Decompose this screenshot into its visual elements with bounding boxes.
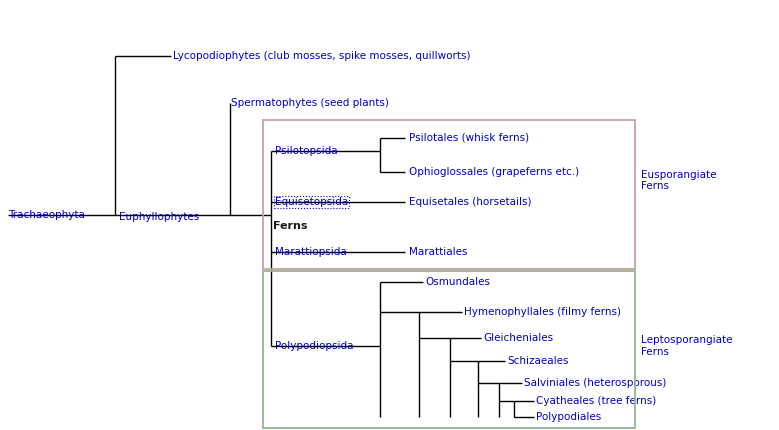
Text: Spermatophytes (seed plants): Spermatophytes (seed plants) [231,98,390,108]
Text: Ophioglossales (grapeferns etc.): Ophioglossales (grapeferns etc.) [409,167,579,177]
Text: Psilotales (whisk ferns): Psilotales (whisk ferns) [409,132,529,143]
Text: Equisetales (horsetails): Equisetales (horsetails) [409,197,531,207]
Text: Marattiales: Marattiales [409,246,467,257]
Text: Schizaeales: Schizaeales [507,356,569,366]
Text: Trachaeophyta: Trachaeophyta [8,210,85,220]
Text: Polypodiales: Polypodiales [536,412,601,422]
Text: Gleicheniales: Gleicheniales [484,332,554,343]
Text: Cyatheales (tree ferns): Cyatheales (tree ferns) [536,396,656,406]
Text: Salviniales (heterosporous): Salviniales (heterosporous) [524,378,667,388]
Text: Ferns: Ferns [273,221,307,231]
Text: Eusporangiate
Ferns: Eusporangiate Ferns [641,170,717,191]
Text: Leptosporangiate
Ferns: Leptosporangiate Ferns [641,335,732,357]
Text: Euphyllophytes: Euphyllophytes [119,212,199,222]
Text: Osmundales: Osmundales [425,276,490,287]
Text: Polypodiopsida: Polypodiopsida [275,341,354,351]
Text: Lycopodiophytes (club mosses, spike mosses, quillworts): Lycopodiophytes (club mosses, spike moss… [173,51,471,61]
Bar [263,120,635,269]
Text: Equisetopsida: Equisetopsida [275,197,348,207]
Bar [263,271,635,428]
Text: Hymenophyllales (filmy ferns): Hymenophyllales (filmy ferns) [464,307,622,317]
Text: Marattiopsida: Marattiopsida [275,246,347,257]
Text: Psilotopsida: Psilotopsida [275,145,337,156]
